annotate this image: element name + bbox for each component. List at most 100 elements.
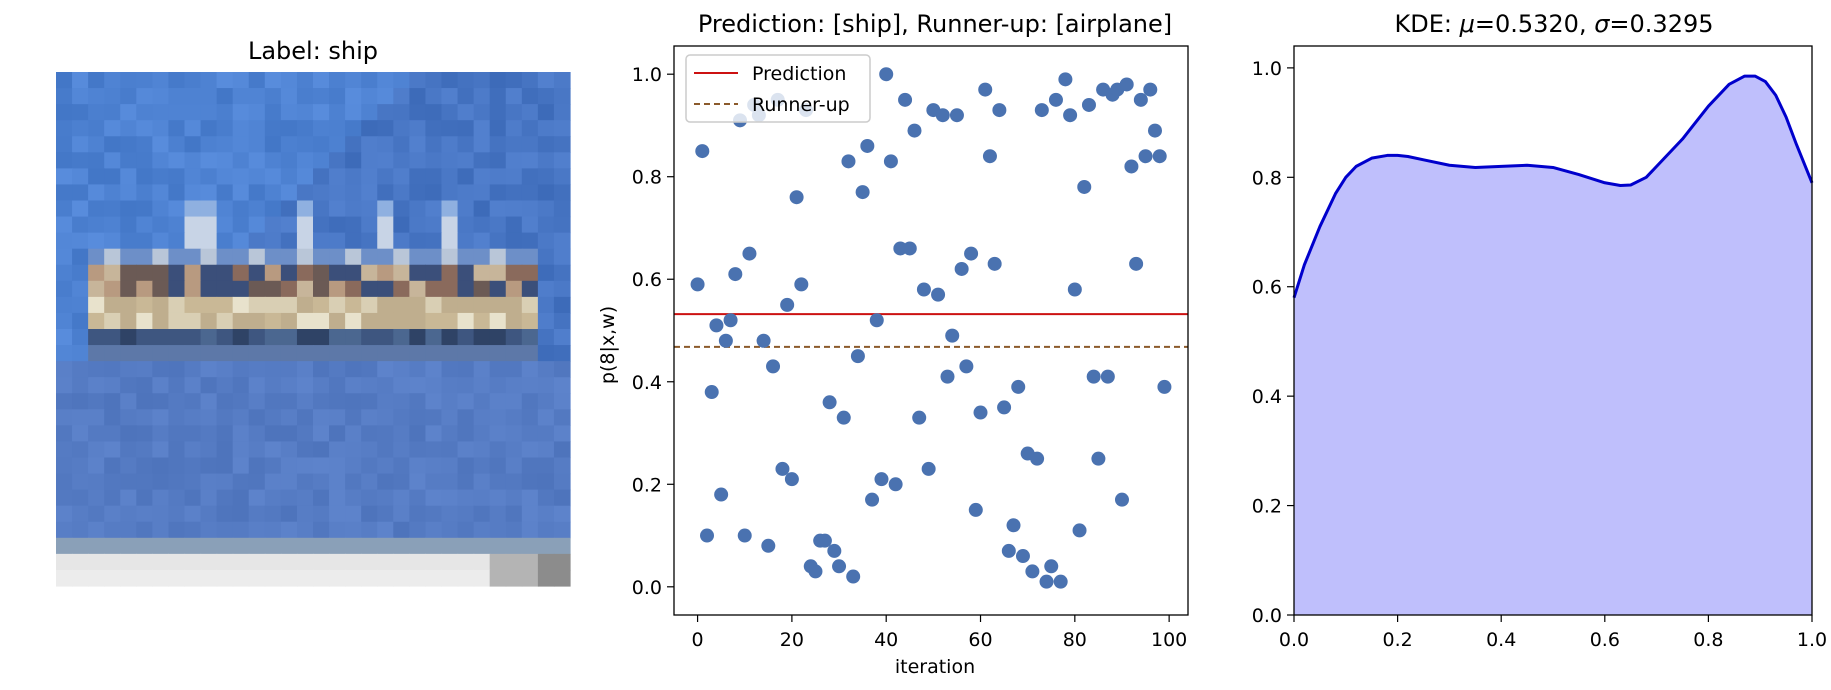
scatter-point bbox=[916, 282, 931, 297]
scatter-point bbox=[756, 333, 771, 348]
image-pixel bbox=[184, 72, 202, 89]
image-pixel bbox=[425, 200, 443, 218]
image-pixel bbox=[152, 200, 170, 218]
image-pixel bbox=[425, 553, 443, 571]
image-pixel bbox=[537, 88, 555, 105]
image-pixel bbox=[88, 505, 105, 523]
scatter-point bbox=[822, 395, 837, 410]
image-pixel bbox=[313, 361, 330, 378]
image-pixel bbox=[329, 521, 346, 539]
image-pixel bbox=[56, 296, 73, 314]
image-pixel bbox=[377, 280, 394, 298]
image-pixel bbox=[409, 280, 427, 298]
scatter-y-label: p(8|x,w) bbox=[597, 306, 619, 384]
image-pixel bbox=[296, 553, 314, 571]
image-pixel bbox=[88, 345, 105, 362]
image-pixel bbox=[104, 184, 121, 202]
image-pixel bbox=[296, 377, 314, 394]
image-pixel bbox=[377, 216, 394, 234]
image-pixel bbox=[521, 280, 539, 298]
image-pixel bbox=[393, 72, 410, 89]
scatter-point bbox=[879, 67, 894, 82]
scatter-point bbox=[761, 538, 776, 553]
image-pixel bbox=[168, 232, 186, 250]
image-pixel bbox=[505, 505, 523, 523]
image-pixel bbox=[136, 152, 153, 169]
image-pixel bbox=[264, 184, 282, 202]
image-pixel bbox=[232, 120, 250, 137]
image-pixel bbox=[72, 184, 89, 202]
image-pixel bbox=[457, 264, 475, 282]
image-pixel bbox=[88, 216, 105, 234]
scatter-point bbox=[907, 123, 922, 138]
image-pixel bbox=[200, 184, 218, 202]
image-pixel bbox=[393, 537, 410, 555]
image-pixel bbox=[120, 521, 137, 539]
image-pixel bbox=[329, 457, 346, 475]
image-pixel bbox=[248, 489, 266, 507]
image-pixel bbox=[489, 248, 507, 266]
image-pixel bbox=[345, 537, 362, 555]
image-pixel bbox=[553, 329, 571, 346]
image-pixel bbox=[441, 312, 459, 330]
image-pixel bbox=[425, 296, 443, 314]
image-pixel bbox=[56, 553, 73, 571]
image-pixel bbox=[264, 521, 282, 539]
image-pixel bbox=[104, 312, 121, 330]
image-pixel bbox=[313, 521, 330, 539]
image-pixel bbox=[377, 409, 394, 426]
image-pixel bbox=[505, 537, 523, 555]
image-pixel bbox=[216, 329, 234, 346]
scatter-point bbox=[775, 461, 790, 476]
image-pixel bbox=[345, 345, 362, 362]
image-pixel bbox=[425, 216, 443, 234]
scatter-point bbox=[1039, 574, 1054, 589]
image-pixel bbox=[184, 505, 202, 523]
image-pixel bbox=[232, 569, 250, 587]
image-pixel bbox=[200, 248, 218, 266]
image-pixel bbox=[104, 296, 121, 314]
image-pixel bbox=[136, 72, 153, 89]
image-pixel bbox=[152, 393, 170, 410]
image-pixel bbox=[505, 200, 523, 218]
image-pixel bbox=[425, 184, 443, 202]
image-pixel bbox=[56, 280, 73, 298]
image-pixel bbox=[313, 457, 330, 475]
image-pixel bbox=[232, 104, 250, 121]
image-pixel bbox=[345, 200, 362, 218]
image-pixel bbox=[232, 345, 250, 362]
image-pixel bbox=[377, 537, 394, 555]
image-pixel bbox=[120, 280, 137, 298]
image-pixel bbox=[345, 168, 362, 186]
image-pixel bbox=[489, 184, 507, 202]
image-pixel bbox=[120, 312, 137, 330]
image-pixel bbox=[457, 152, 475, 169]
image-pixel bbox=[280, 88, 298, 105]
image-pixel bbox=[168, 393, 186, 410]
image-pixel bbox=[409, 264, 427, 282]
image-pixel bbox=[473, 345, 491, 362]
image-pixel bbox=[473, 104, 491, 121]
image-pixel bbox=[409, 505, 427, 523]
image-pixel bbox=[393, 264, 410, 282]
image-pixel bbox=[72, 505, 89, 523]
image-pixel bbox=[104, 537, 121, 555]
image-pixel bbox=[473, 537, 491, 555]
image-pixel bbox=[457, 441, 475, 459]
image-pixel bbox=[136, 489, 153, 507]
scatter-point bbox=[695, 144, 710, 159]
image-pixel bbox=[296, 441, 314, 459]
image-pixel bbox=[200, 296, 218, 314]
image-pixel bbox=[441, 521, 459, 539]
image-pixel bbox=[136, 136, 153, 153]
scatter-point bbox=[718, 333, 733, 348]
x-tick-label: 60 bbox=[968, 629, 992, 651]
image-pixel bbox=[457, 329, 475, 346]
image-pixel bbox=[409, 72, 427, 89]
image-pixel bbox=[152, 296, 170, 314]
image-pixel bbox=[457, 120, 475, 137]
image-pixel bbox=[88, 232, 105, 250]
scatter-point bbox=[794, 277, 809, 292]
scatter-point bbox=[1072, 523, 1087, 538]
image-pixel bbox=[473, 409, 491, 426]
